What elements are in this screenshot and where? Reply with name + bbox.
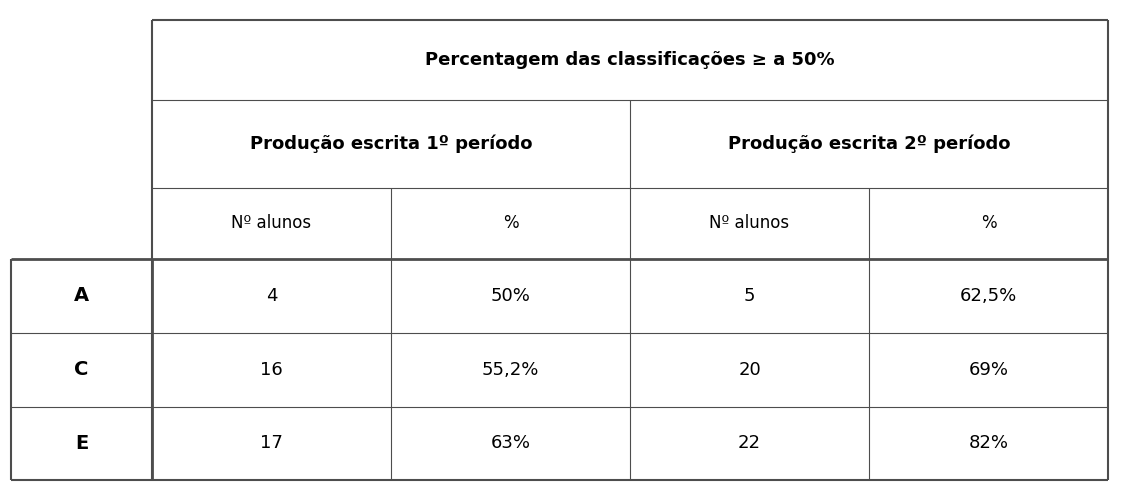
Text: 17: 17	[260, 434, 282, 452]
Text: Nº alunos: Nº alunos	[232, 215, 312, 232]
Text: 5: 5	[744, 287, 755, 305]
Text: Nº alunos: Nº alunos	[710, 215, 790, 232]
Text: E: E	[75, 434, 88, 453]
Text: %: %	[981, 215, 997, 232]
Text: C: C	[74, 360, 89, 379]
Text: %: %	[503, 215, 519, 232]
Text: 16: 16	[260, 361, 282, 379]
Text: 82%: 82%	[969, 434, 1009, 452]
Text: Percentagem das classificações ≥ a 50%: Percentagem das classificações ≥ a 50%	[425, 51, 835, 69]
Text: 22: 22	[738, 434, 760, 452]
Text: Produção escrita 2º período: Produção escrita 2º período	[728, 135, 1010, 153]
Text: Produção escrita 1º período: Produção escrita 1º período	[250, 135, 532, 153]
Text: 69%: 69%	[969, 361, 1009, 379]
Text: 62,5%: 62,5%	[960, 287, 1017, 305]
Text: 55,2%: 55,2%	[482, 361, 539, 379]
Text: 50%: 50%	[490, 287, 530, 305]
Text: A: A	[74, 287, 89, 305]
Text: 4: 4	[266, 287, 277, 305]
Text: 63%: 63%	[490, 434, 531, 452]
Text: 20: 20	[738, 361, 760, 379]
